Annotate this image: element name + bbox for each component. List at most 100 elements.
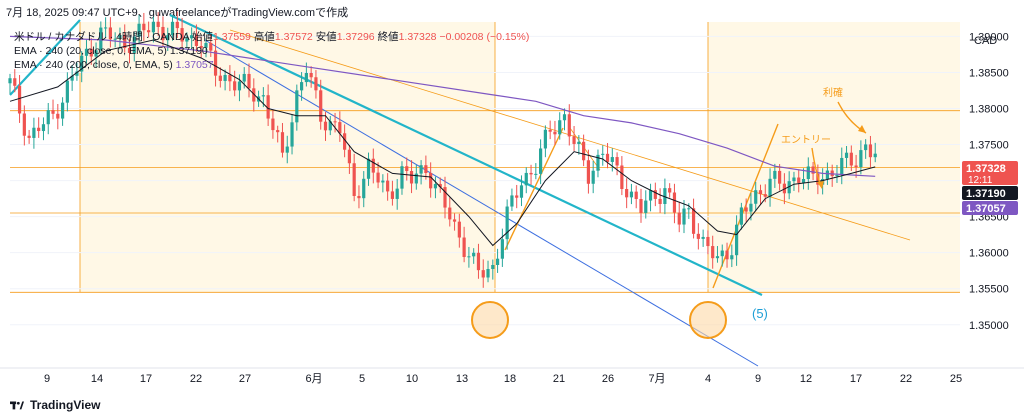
time-tick-label: 26 xyxy=(602,373,614,385)
candle xyxy=(104,27,108,29)
candle xyxy=(567,114,571,137)
price-tick-label: 1.38500 xyxy=(969,67,1009,79)
candle xyxy=(56,113,60,119)
candle xyxy=(711,246,715,259)
candle xyxy=(687,208,691,210)
candle xyxy=(806,166,810,180)
time-tick-label: 13 xyxy=(456,373,468,385)
candle xyxy=(663,188,667,204)
candle xyxy=(754,190,758,204)
impulse-arrow xyxy=(504,127,564,251)
candle xyxy=(500,239,504,259)
candle xyxy=(113,38,117,40)
candle xyxy=(17,85,22,114)
candle xyxy=(252,88,256,102)
candle xyxy=(486,268,490,278)
candle xyxy=(89,48,93,57)
candle xyxy=(175,21,179,29)
candle xyxy=(725,250,729,260)
candle xyxy=(491,265,495,269)
footer-brand: TradingView xyxy=(30,398,101,412)
price-tick-label: 1.37500 xyxy=(969,140,1009,152)
candle xyxy=(390,191,395,199)
time-tick-label: 17 xyxy=(850,373,862,385)
candle xyxy=(127,47,132,53)
candle xyxy=(37,127,41,132)
candle xyxy=(395,188,399,199)
time-tick-label: 17 xyxy=(140,373,152,385)
candle xyxy=(276,130,280,133)
candle xyxy=(739,207,743,225)
time-tick-label: 12 xyxy=(800,373,812,385)
candle xyxy=(658,198,662,204)
candle xyxy=(161,26,165,41)
candle xyxy=(424,165,428,173)
candle xyxy=(596,154,600,171)
take-profit-arrowhead xyxy=(858,125,866,133)
price-tick-label: 1.35500 xyxy=(969,284,1009,296)
wave-label: (5) xyxy=(752,306,768,321)
candle xyxy=(319,90,323,122)
candle xyxy=(366,158,371,179)
candle xyxy=(634,191,638,200)
candle xyxy=(625,188,629,198)
candle xyxy=(816,173,820,185)
candle xyxy=(338,122,342,134)
candle xyxy=(639,199,643,213)
candle xyxy=(99,27,103,51)
legend: 米ドル / カナダドル · 4時間 · OANDA 始値1.37559 高値1.… xyxy=(14,30,529,71)
ema20-line xyxy=(9,39,876,247)
candle xyxy=(744,207,748,212)
candle xyxy=(209,42,213,51)
candle xyxy=(309,72,313,78)
candle xyxy=(123,35,127,48)
candle xyxy=(194,35,199,46)
candle xyxy=(558,120,562,135)
candle xyxy=(371,158,375,173)
candle xyxy=(46,110,50,125)
candle xyxy=(778,170,782,184)
time-tick-label: 21 xyxy=(553,373,565,385)
candle xyxy=(32,127,36,138)
price-tick-label: 1.38000 xyxy=(969,104,1009,116)
ohlc-legend: 米ドル / カナダドル · 4時間 · OANDA 始値1.37559 高値1.… xyxy=(14,30,529,43)
candle xyxy=(720,250,724,257)
candle xyxy=(749,203,753,212)
candle xyxy=(605,153,610,162)
candle xyxy=(811,166,815,174)
take-profit-label: 利確 xyxy=(823,86,843,99)
candle xyxy=(41,124,46,132)
time-tick-label: 6月 xyxy=(305,373,322,385)
price-label-box xyxy=(962,161,1018,185)
candle xyxy=(577,141,581,144)
candle xyxy=(668,188,672,193)
candle xyxy=(381,180,385,183)
time-tick-label: 18 xyxy=(504,373,516,385)
candle xyxy=(166,35,170,41)
candle xyxy=(476,252,481,271)
candle xyxy=(452,219,457,222)
candle xyxy=(835,175,839,177)
candle xyxy=(620,165,624,189)
candle xyxy=(510,195,514,207)
candle xyxy=(534,173,538,175)
candle xyxy=(328,121,332,131)
candle xyxy=(108,27,112,40)
candle xyxy=(529,172,533,175)
candle xyxy=(8,78,12,84)
candle xyxy=(204,42,208,48)
candle xyxy=(495,258,500,266)
ema20-legend: EMA · 240 (20, close, 0, EMA, 5) 1.37190 xyxy=(14,45,208,57)
candle xyxy=(156,21,160,27)
time-tick-label: 4 xyxy=(705,373,711,385)
bottom-circle xyxy=(689,301,727,339)
candle xyxy=(601,153,605,155)
candle xyxy=(419,165,423,174)
candle xyxy=(481,270,485,278)
candle xyxy=(170,21,175,36)
candle xyxy=(467,256,471,258)
candle xyxy=(854,165,858,168)
candle xyxy=(582,141,586,161)
